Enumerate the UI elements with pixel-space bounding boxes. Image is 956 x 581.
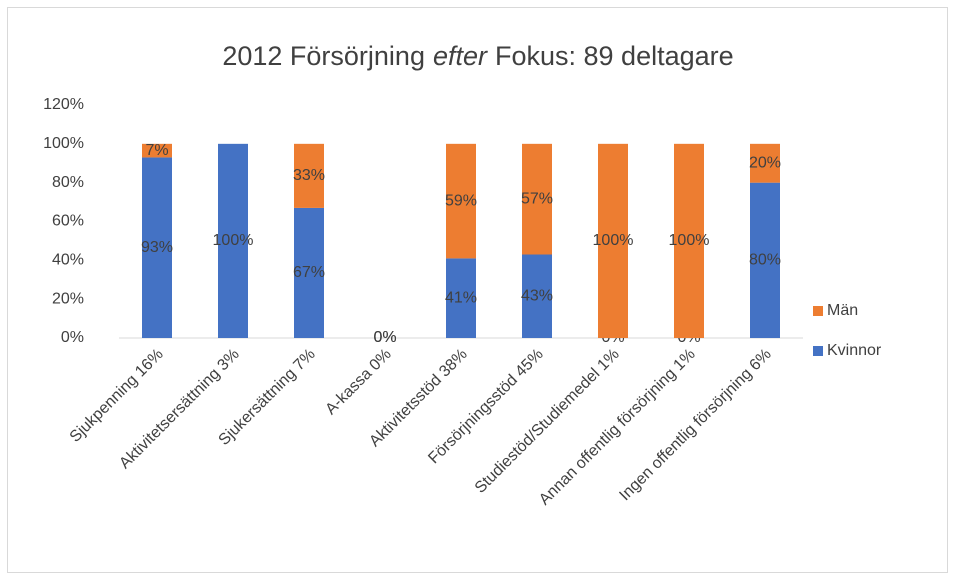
bar-segment	[294, 207, 324, 338]
title-part: Fokus: 89 deltagare	[495, 41, 734, 71]
bar-segment	[598, 143, 628, 338]
data-label: 93%	[141, 239, 173, 256]
bar-segment	[674, 143, 704, 338]
bar-segment	[218, 143, 248, 338]
y-tick-label: 80%	[52, 174, 84, 191]
bar-segment	[446, 143, 476, 259]
y-tick-label: 120%	[43, 96, 84, 113]
bar-segment	[750, 143, 780, 183]
bar-segment	[446, 258, 476, 338]
data-label: 59%	[445, 192, 477, 209]
y-tick-label: 40%	[52, 252, 84, 269]
data-label: 7%	[145, 142, 168, 159]
data-label: 100%	[213, 232, 254, 249]
data-label: 33%	[293, 167, 325, 184]
data-label: 0%	[373, 329, 396, 346]
legend-swatch	[813, 346, 823, 356]
data-label: 41%	[445, 289, 477, 306]
bar-segment	[294, 143, 324, 208]
legend-label: Män	[827, 302, 858, 319]
data-label: 57%	[521, 190, 553, 207]
title-part: efter	[433, 41, 488, 71]
bar-segment	[750, 182, 780, 338]
title-part: 2012 Försörjning	[222, 41, 425, 71]
data-label: 67%	[293, 264, 325, 281]
legend-label: Kvinnor	[827, 342, 882, 359]
bar-segment	[142, 157, 172, 338]
data-label: 80%	[749, 252, 781, 269]
chart-title: 2012 Försörjning efter Fokus: 89 deltagare	[222, 41, 733, 71]
data-label: 100%	[669, 232, 710, 249]
y-tick-label: 100%	[43, 135, 84, 152]
bar-segment	[522, 143, 552, 255]
y-tick-label: 60%	[52, 213, 84, 230]
y-tick-label: 20%	[52, 290, 84, 307]
data-label: 20%	[749, 154, 781, 171]
data-label: 43%	[521, 287, 553, 304]
bar-segment	[142, 143, 172, 158]
data-label: 0%	[373, 329, 396, 346]
legend-swatch	[813, 306, 823, 316]
y-tick-label: 0%	[61, 329, 84, 346]
bar-segment	[522, 254, 552, 338]
data-label: 100%	[593, 232, 634, 249]
